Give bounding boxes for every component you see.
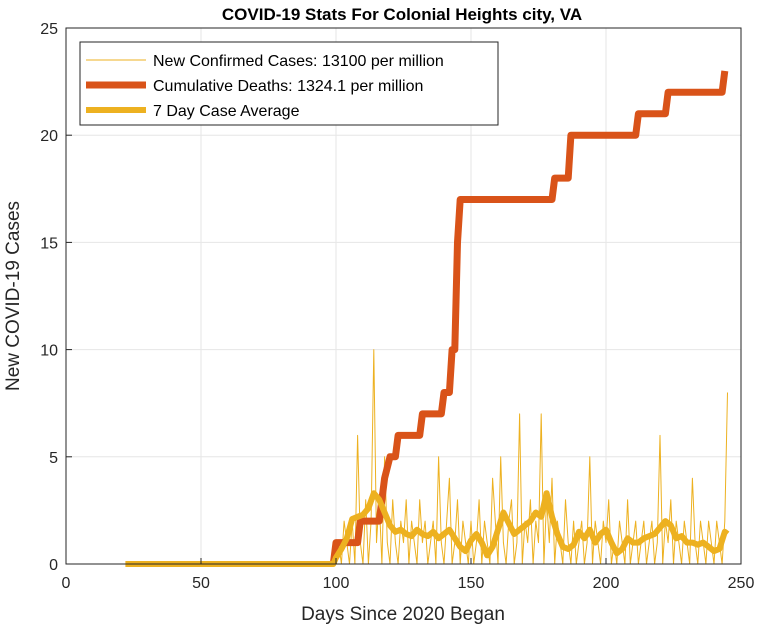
x-axis-label: Days Since 2020 Began [301, 604, 505, 625]
x-tick-label: 200 [593, 575, 620, 592]
x-tick-label: 150 [458, 575, 485, 592]
ticks: 0 50 100 150 200 250 0 5 10 15 20 25 [40, 21, 754, 592]
x-tick-label: 50 [192, 575, 210, 592]
y-tick-label: 5 [49, 450, 58, 467]
legend-label-deaths: Cumulative Deaths: 1324.1 per million [153, 78, 423, 95]
plot-series [125, 70, 730, 567]
seven-day-average-line [125, 490, 730, 567]
cumulative-deaths-line [329, 70, 729, 565]
legend-label-average: 7 Day Case Average [153, 103, 300, 120]
legend-box [79, 41, 499, 126]
y-tick-label: 10 [40, 343, 58, 360]
y-axis-label: New COVID-19 Cases [3, 201, 24, 391]
y-tick-label: 25 [40, 21, 58, 38]
axes-box [65, 27, 742, 565]
chart-title: COVID-19 Stats For Colonial Heights city… [222, 5, 582, 24]
x-tick-label: 0 [62, 575, 71, 592]
y-tick-label: 0 [49, 557, 58, 574]
y-tick-label: 15 [40, 235, 58, 252]
legend: New Confirmed Cases: 13100 per million C… [79, 41, 499, 126]
y-tick-label: 20 [40, 128, 58, 145]
x-tick-label: 250 [728, 575, 755, 592]
legend-label-new-cases: New Confirmed Cases: 13100 per million [153, 53, 444, 70]
x-tick-label: 100 [323, 575, 350, 592]
